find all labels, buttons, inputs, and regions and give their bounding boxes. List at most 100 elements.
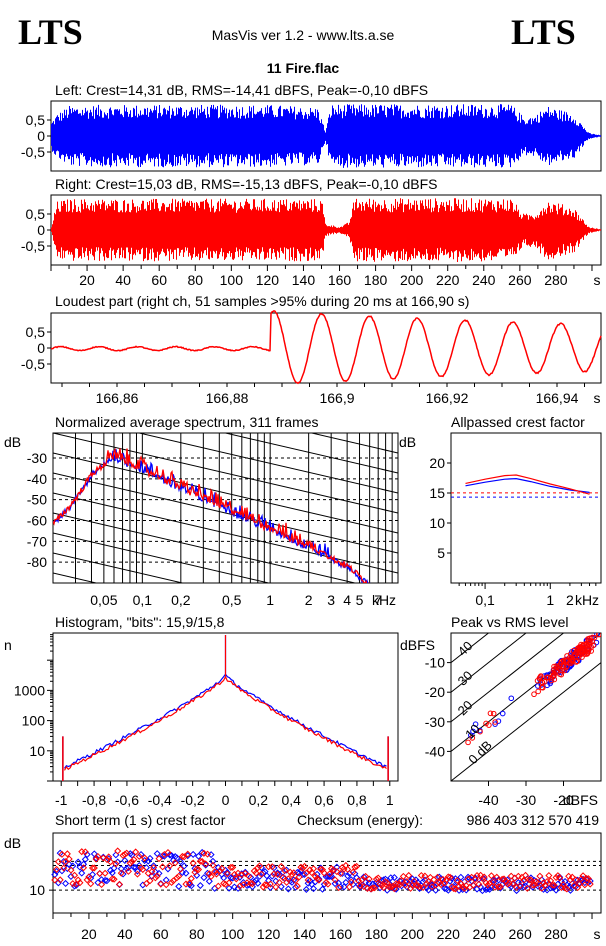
short-crest-point-right [525,876,533,884]
short-crest-point-right [123,849,131,857]
short-crest-point-right [71,871,79,879]
short-crest-xtick-label: 80 [189,926,205,942]
logo-left: LTS [18,12,83,52]
short-crest-point-right [248,880,256,888]
right-waveform-ytick-label: -0,5 [21,238,45,254]
short-crest-point-right [53,865,61,873]
peak-rms-xtick-label: -20 [553,792,573,808]
short-crest-point-right [550,881,558,889]
short-crest-point-left [318,885,327,893]
short-crest-point-right [584,875,592,883]
peak-rms-ylabel: dBFS [400,637,435,653]
short-crest-point-left [173,854,181,862]
histogram-xtick-label: 0,2 [249,792,269,808]
short-crest-xtick-label: 240 [473,926,497,942]
checksum-label: Checksum (energy): [297,812,423,828]
short-crest-point-left [74,858,82,866]
peak-rms-point-right [486,722,492,728]
short-crest-point-right [196,857,204,865]
short-crest-point-right [304,876,312,884]
short-crest-point-left [164,865,172,873]
spectrum-slope [53,512,358,583]
short-crest-point-right [81,848,89,856]
peak-rms-point-right [539,679,546,686]
short-crest-point-right [290,869,298,877]
short-crest-point-left [256,872,264,880]
spectrum-xtick-label: 1 [266,592,274,608]
short-crest-point-left [353,874,361,882]
short-crest-point-right [399,872,407,880]
short-crest-point-right [216,867,224,875]
short-crest-point-right [545,872,553,880]
short-crest-point-right [265,863,273,871]
peak-rms-point-right [572,653,578,660]
peak-rms-diagonal [451,633,565,723]
spectrum-xtick-label: 0,1 [133,592,153,608]
short-crest-point-right [489,878,497,886]
checksum-value: 986 403 312 570 419 [467,812,600,828]
histogram-title: Histogram, "bits": 15,9/15,8 [55,614,225,630]
loudest-ytick-label: -0,5 [21,356,45,372]
short-crest-point-right [345,883,353,891]
peak-rms-point-right [548,677,555,684]
spectrum-ytick-label: -50 [27,492,47,508]
short-crest-point-right [453,876,461,885]
crest-ytick-label: 15 [429,485,445,501]
short-crest-point-left [162,876,170,884]
short-crest-point-left [83,850,91,859]
peak-rms-point-left [495,718,502,724]
short-crest-point-right [137,864,145,872]
short-crest-point-right [151,874,159,882]
short-crest-point-left [60,858,68,866]
short-crest-point-right [390,885,398,893]
short-crest-point-right [202,860,210,868]
short-crest-point-right [74,876,82,884]
spectrum-ytick-label: -40 [27,471,47,487]
histogram-ytick-label: 100 [22,713,46,729]
spectrum-slope [53,452,398,534]
peak-rms-ytick-label: -40 [425,743,445,759]
spectrum-xtick-label: kHz [372,592,396,608]
short-crest-point-right [556,874,564,882]
left-waveform-ytick-label: 0,5 [26,112,46,128]
histogram-right-series [63,675,387,771]
short-crest-point-left [80,860,88,868]
short-crest-point-right [554,872,562,880]
short-crest-point-right [130,856,138,864]
spectrum-slope [53,532,271,583]
short-crest-point-left [189,850,197,858]
histogram-xtick-label: 1 [386,792,394,808]
peak-rms-area [451,633,601,781]
crest-title: Allpassed crest factor [451,414,585,430]
short-crest-point-right [155,855,163,863]
peak-rms-point-right [596,633,601,638]
spectrum-xtick-label: 2 [305,592,313,608]
short-crest-point-right [344,865,352,873]
short-crest-point-right [295,873,303,881]
short-crest-point-right [225,879,233,887]
short-crest-point-right [311,872,319,880]
peak-rms-point-right [553,668,560,674]
short-crest-point-right [139,865,147,874]
short-crest-point-left [489,876,497,884]
histogram-ylabel: n [4,637,12,653]
short-crest-point-right [302,869,310,877]
short-crest-point-right [500,875,508,883]
short-crest-point-right [51,876,59,884]
spectrum-slope [53,552,185,583]
spectrum-xtick-label: 0,05 [90,592,117,608]
short-crest-point-left [252,876,260,884]
short-crest-point-right [166,862,174,870]
short-crest-point-left [209,857,217,865]
short-crest-point-right [175,872,183,880]
short-crest-point-right [527,876,535,884]
histogram-xtick-label: -1 [55,792,68,808]
short-crest-point-right [577,875,585,883]
right-waveform-xtick-label: 260 [508,272,532,288]
short-crest-point-left [196,881,204,890]
short-crest-point-left [309,885,318,893]
short-crest-point-right [171,859,179,867]
right-waveform-xtick-label: 20 [79,272,95,288]
short-crest-point-right [87,880,95,888]
right-waveform-title: Right: Crest=15,03 dB, RMS=-15,13 dBFS, … [55,176,437,192]
